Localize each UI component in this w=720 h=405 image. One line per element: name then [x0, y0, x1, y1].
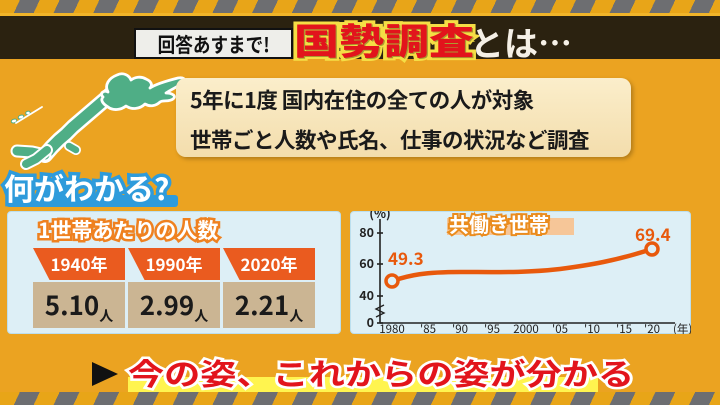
svg-text:'90: '90 [452, 321, 468, 334]
svg-text:'05: '05 [552, 321, 568, 334]
svg-text:'95: '95 [484, 321, 500, 334]
svg-text:80: 80 [359, 222, 374, 241]
svg-text:(年): (年) [673, 321, 691, 334]
svg-text:'85: '85 [420, 321, 436, 334]
svg-text:40: 40 [359, 285, 374, 304]
svg-text:49.3: 49.3 [388, 245, 424, 270]
svg-text:0: 0 [367, 312, 374, 331]
svg-text:1980: 1980 [379, 321, 405, 334]
svg-text:'20: '20 [644, 321, 660, 334]
svg-text:2000: 2000 [513, 321, 539, 334]
svg-text:60: 60 [359, 253, 374, 272]
svg-text:'15: '15 [616, 321, 632, 334]
svg-text:69.4: 69.4 [635, 221, 671, 246]
svg-text:(%): (%) [369, 211, 391, 222]
svg-text:'10: '10 [584, 321, 600, 334]
